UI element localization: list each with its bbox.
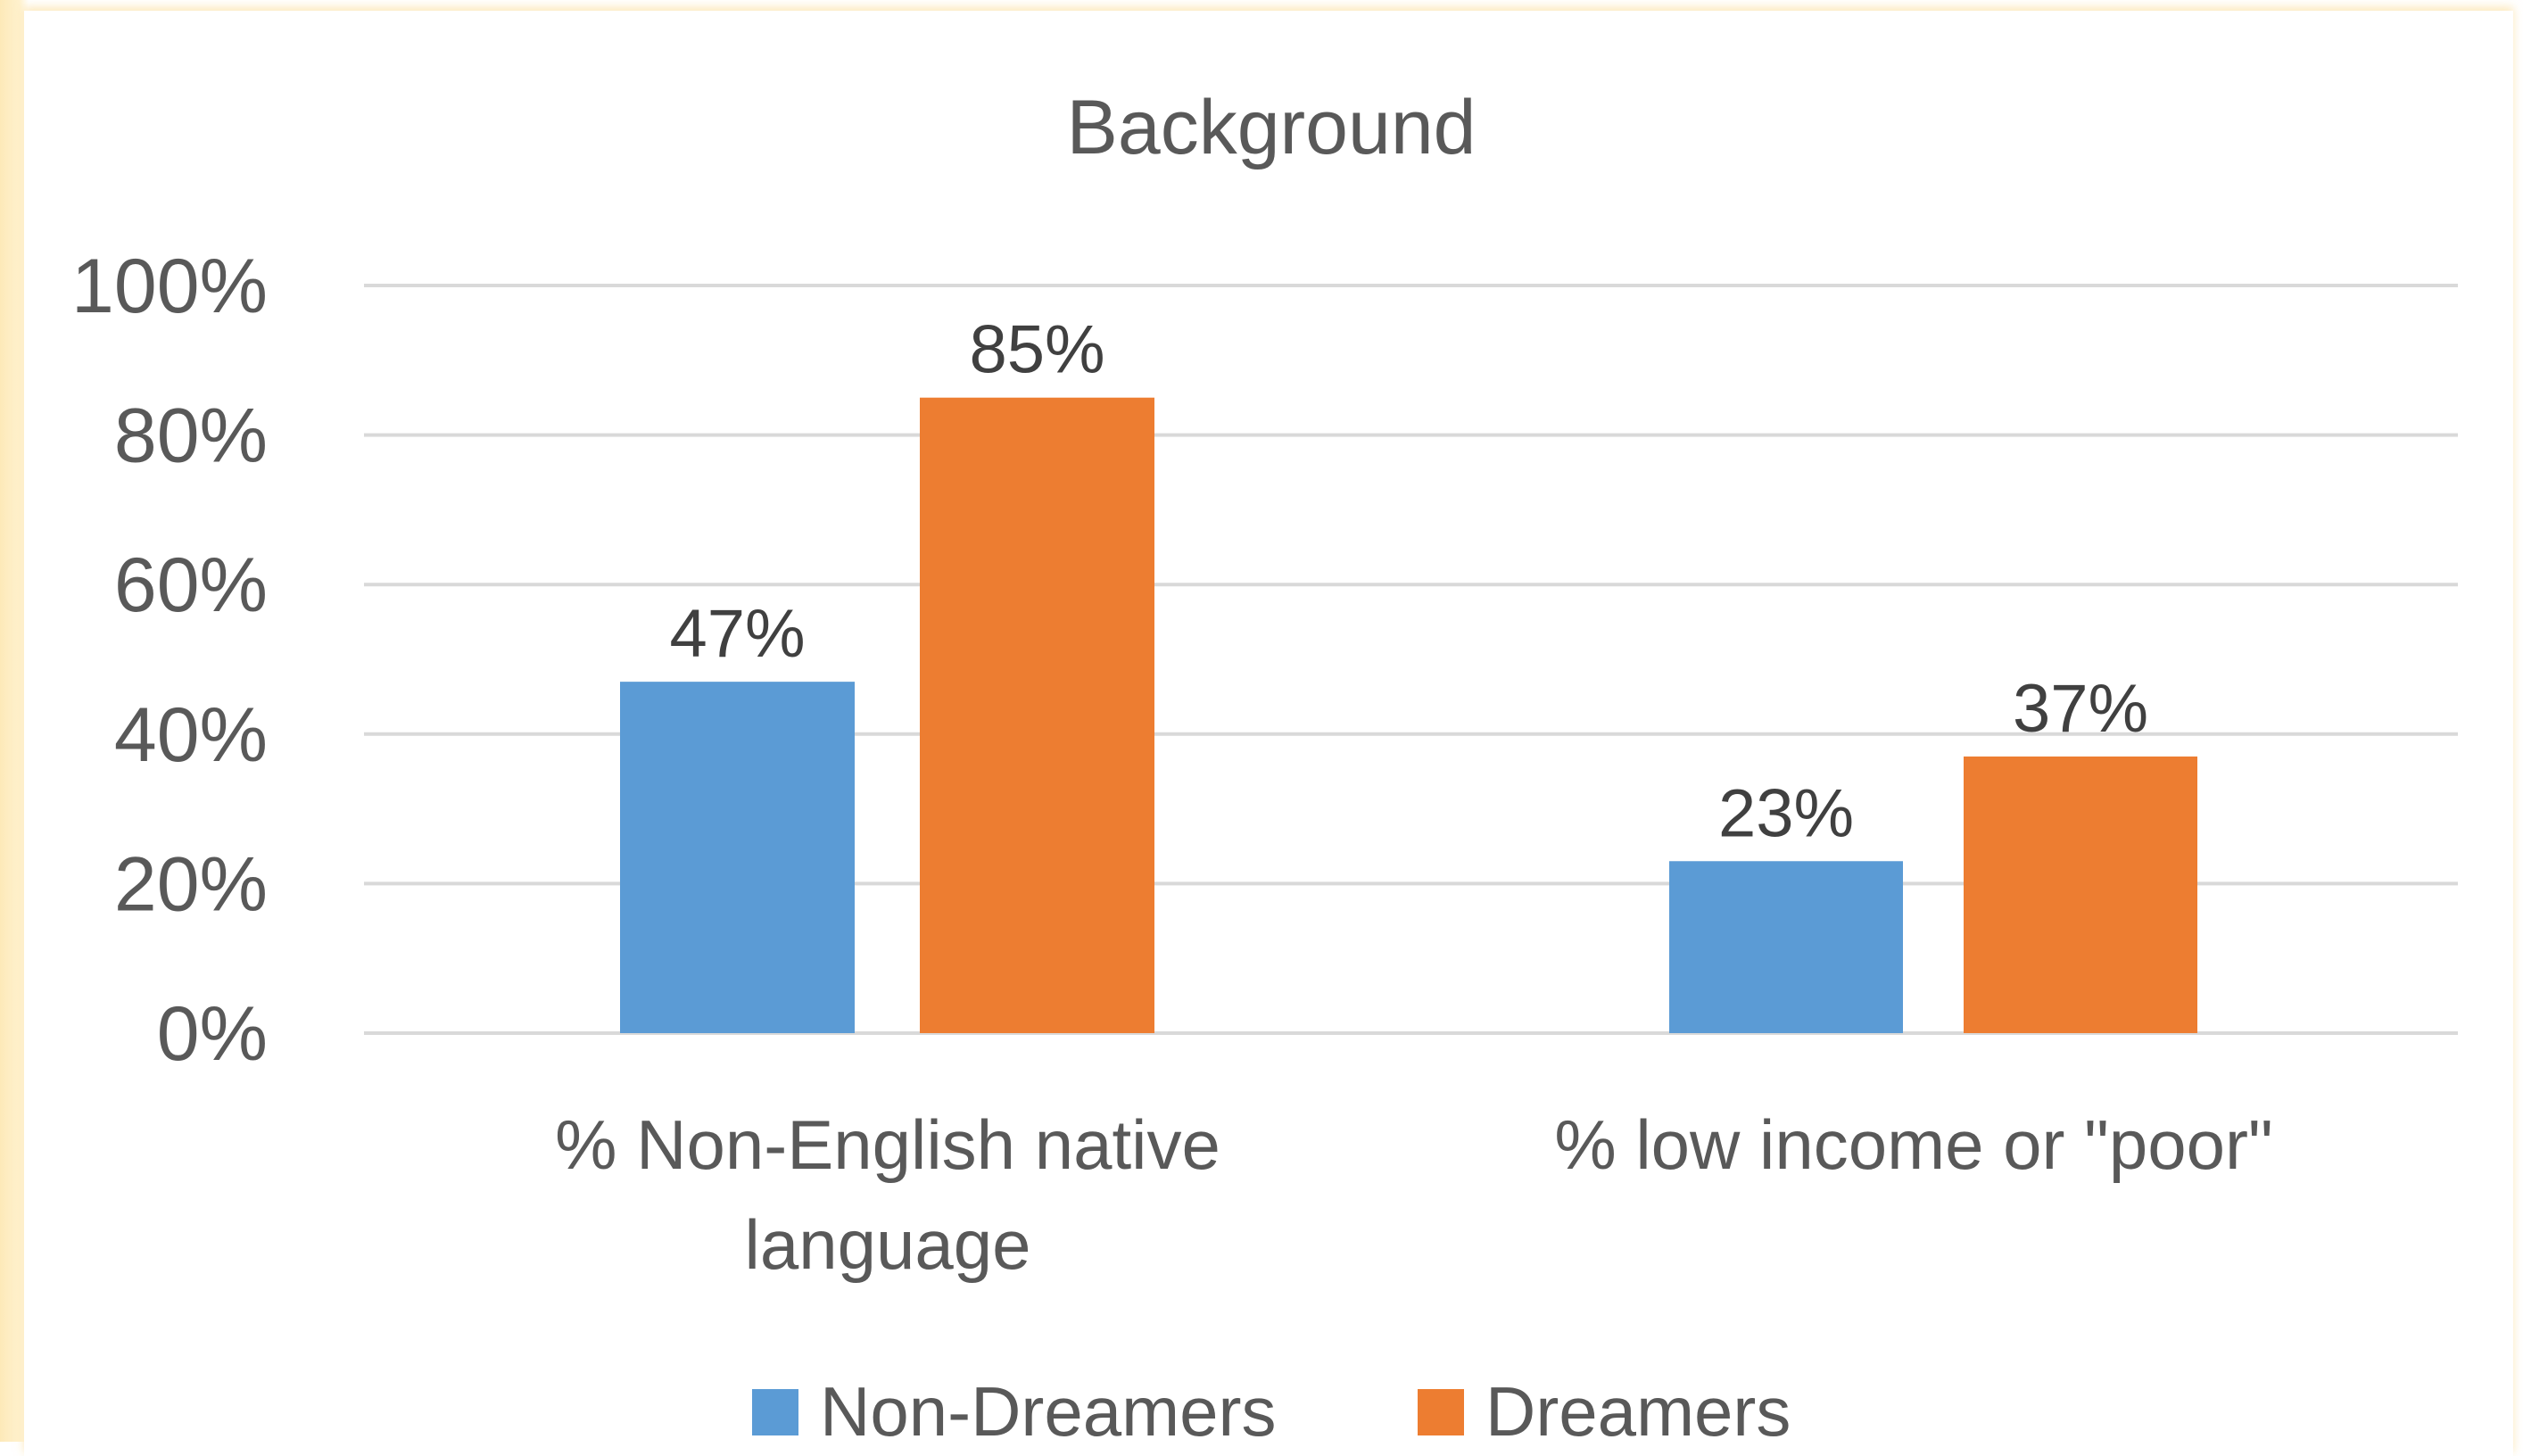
bar-dreamers-1 — [1964, 756, 2197, 1033]
y-tick-label: 100% — [71, 244, 268, 329]
data-label: 85% — [969, 312, 1104, 388]
x-category-label-line: language — [745, 1205, 1031, 1284]
data-labels: 47% 23% 85% 37% — [669, 312, 2148, 852]
legend-swatch — [752, 1389, 798, 1435]
x-category-label: % low income or "poor" — [1554, 1105, 2272, 1184]
bar-non-dreamers-1 — [1669, 861, 1903, 1033]
x-axis-categories: % Non-English native language % low income… — [555, 1105, 2273, 1284]
y-tick-label: 40% — [114, 692, 268, 778]
data-label: 23% — [1718, 775, 1854, 851]
bar-non-dreamers-0 — [620, 682, 855, 1033]
legend: Non-Dreamers Dreamers — [752, 1372, 1791, 1442]
y-axis-ticks: 0% 20% 40% 60% 80% 100% — [71, 244, 268, 1077]
y-tick-label: 80% — [114, 393, 268, 479]
x-category-label-line: % low income or "poor" — [1554, 1105, 2272, 1184]
x-category-label-line: % Non-English native — [555, 1105, 1220, 1184]
y-tick-label: 20% — [114, 841, 268, 927]
y-tick-label: 0% — [157, 991, 268, 1077]
bars — [620, 397, 2197, 1033]
bar-dreamers-0 — [920, 397, 1154, 1033]
legend-label: Dreamers — [1485, 1372, 1791, 1442]
data-label: 47% — [669, 596, 805, 672]
data-label: 37% — [2013, 671, 2148, 747]
legend-label: Non-Dreamers — [820, 1372, 1276, 1442]
chart-title: Background — [1067, 85, 1477, 170]
legend-swatch — [1418, 1389, 1464, 1435]
x-category-label: % Non-English native language — [555, 1105, 1220, 1284]
y-tick-label: 60% — [114, 542, 268, 628]
